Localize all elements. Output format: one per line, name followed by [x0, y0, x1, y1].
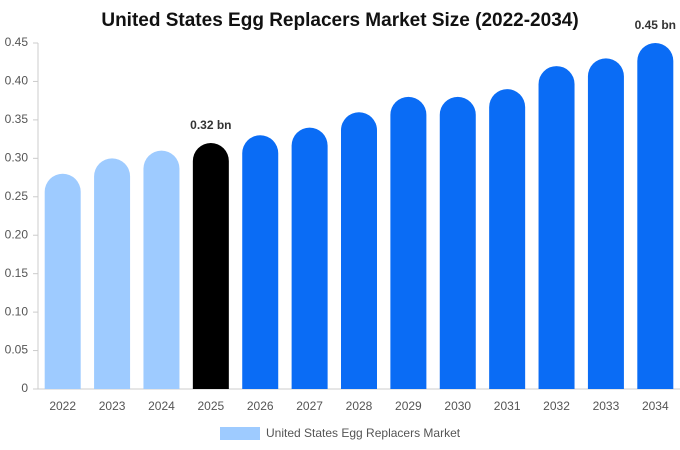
- x-tick-label: 2031: [494, 399, 521, 413]
- bar: [94, 158, 131, 389]
- chart-title: United States Egg Replacers Market Size …: [101, 10, 578, 31]
- value-label: 0.32 bn: [190, 118, 231, 132]
- x-tick-label: 2022: [49, 399, 76, 413]
- x-tick-label: 2026: [247, 399, 274, 413]
- y-tick-label: 0.15: [5, 266, 29, 280]
- legend-label: United States Egg Replacers Market: [266, 426, 461, 440]
- x-tick-label: 2029: [395, 399, 422, 413]
- bar: [587, 58, 624, 389]
- x-tick-label: 2032: [543, 399, 570, 413]
- bar: [143, 150, 180, 389]
- bar: [390, 96, 427, 390]
- bar: [637, 43, 674, 389]
- y-tick-label: 0.20: [5, 227, 29, 241]
- x-tick-label: 2028: [346, 399, 373, 413]
- bar: [242, 135, 279, 389]
- bar: [489, 89, 526, 390]
- y-tick-label: 0.10: [5, 304, 29, 318]
- bar: [192, 142, 229, 389]
- y-tick-label: 0.30: [5, 151, 29, 165]
- bar: [341, 112, 377, 389]
- bar: [538, 66, 575, 389]
- y-tick-label: 0.25: [5, 189, 29, 203]
- value-label: 0.45 bn: [635, 18, 676, 32]
- y-tick-label: 0.45: [5, 35, 29, 49]
- x-tick-label: 2025: [197, 399, 224, 413]
- x-tick-label: 2023: [99, 399, 126, 413]
- x-tick-label: 2027: [296, 399, 323, 413]
- legend-swatch: [220, 427, 260, 440]
- y-tick-label: 0.05: [5, 343, 29, 357]
- y-tick-label: 0.40: [5, 74, 29, 88]
- bar: [44, 173, 81, 389]
- x-tick-label: 2034: [642, 399, 669, 413]
- y-tick-label: 0: [21, 381, 28, 395]
- x-tick-label: 2033: [593, 399, 620, 413]
- x-tick-label: 2030: [444, 399, 471, 413]
- y-tick-label: 0.35: [5, 112, 29, 126]
- x-tick-label: 2024: [148, 399, 175, 413]
- bar: [291, 127, 328, 390]
- bar: [439, 96, 476, 390]
